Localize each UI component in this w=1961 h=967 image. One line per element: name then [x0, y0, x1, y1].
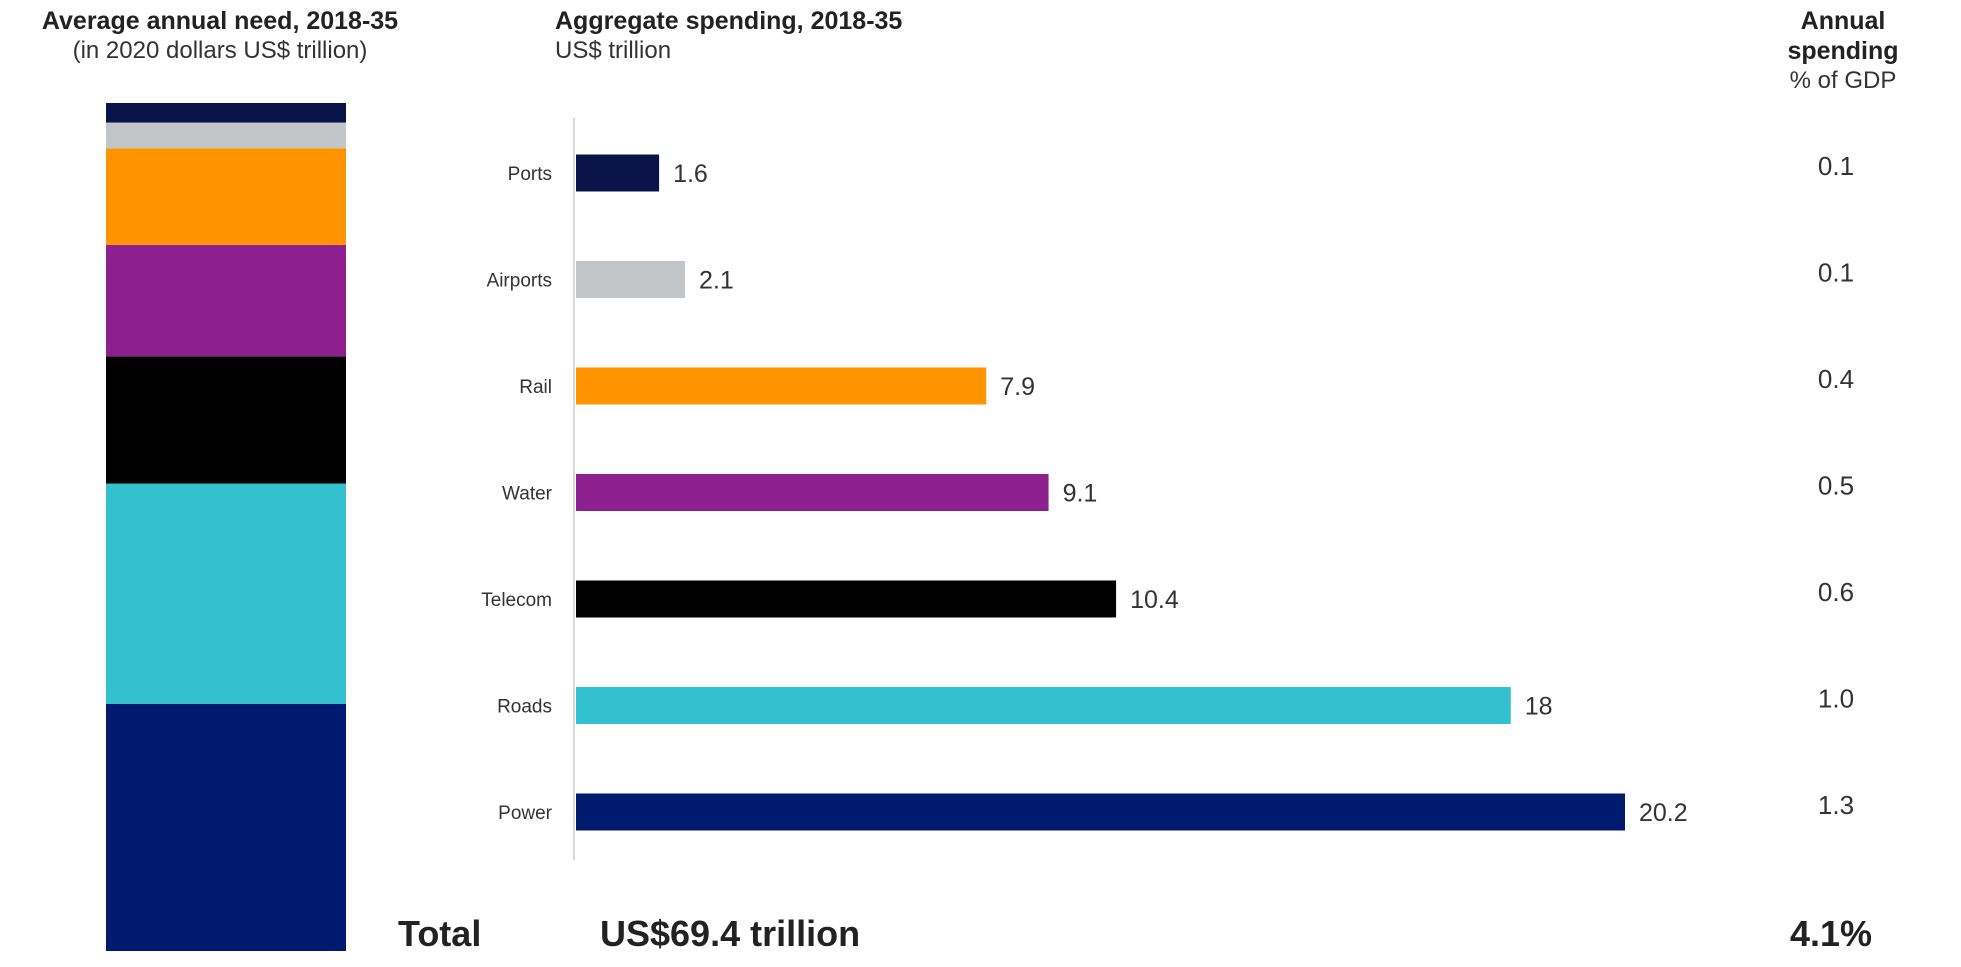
category-label-power: Power	[498, 803, 553, 824]
category-label-telecom: Telecom	[481, 590, 552, 611]
value-label-rail: 7.9	[1000, 373, 1035, 401]
value-label-power: 20.2	[1639, 799, 1688, 827]
gdp-pct-roads: 1.0	[1818, 684, 1854, 714]
stack-segment-roads	[106, 483, 346, 704]
value-label-roads: 18	[1525, 693, 1553, 721]
stacked-header: Average annual need, 2018-35 (in 2020 do…	[0, 6, 440, 66]
category-label-roads: Roads	[497, 697, 552, 718]
value-label-airports: 2.1	[699, 267, 734, 295]
total-amount: US$69.4 trillion	[600, 913, 861, 954]
gdp-header: Annual spending % of GDP	[1743, 6, 1943, 96]
stack-segment-rail	[106, 148, 346, 245]
bar-header: Aggregate spending, 2018-35 US$ trillion	[555, 6, 902, 66]
gdp-pct-airports: 0.1	[1818, 258, 1854, 288]
gdp-pct-labels: 0.1 0.1 0.4 0.5 0.6 1.0 1.3	[1818, 151, 1854, 820]
gdp-pct-rail: 0.4	[1818, 364, 1854, 394]
stack-segment-ports	[106, 103, 346, 123]
gdp-pct-ports: 0.1	[1818, 151, 1854, 181]
stack-segment-telecom	[106, 356, 346, 484]
value-label-water: 9.1	[1063, 480, 1098, 508]
value-label-ports: 1.6	[673, 160, 708, 188]
stacked-title: Average annual need, 2018-35	[41, 7, 399, 35]
gdp-pct-water: 0.5	[1818, 471, 1854, 501]
category-labels: Ports Airports Rail Water Telecom Roads Power	[481, 164, 552, 824]
bar-rail	[576, 367, 987, 405]
bar-airports	[576, 261, 686, 298]
total-pct: 4.1%	[1790, 913, 1873, 954]
bar-power	[576, 793, 1625, 831]
stacked-column	[106, 103, 346, 951]
category-label-water: Water	[502, 484, 553, 505]
bar-title: Aggregate spending, 2018-35	[555, 7, 903, 35]
gdp-pct-telecom: 0.6	[1818, 577, 1854, 607]
bar-water	[576, 474, 1049, 511]
gdp-pct-power: 1.3	[1818, 790, 1854, 820]
value-label-telecom: 10.4	[1130, 586, 1179, 614]
stack-segment-power	[106, 703, 346, 951]
gdp-subtitle: % of GDP	[1789, 67, 1897, 94]
bar-telecom	[576, 580, 1117, 618]
stack-segment-water	[106, 244, 346, 357]
bar-subtitle: US$ trillion	[555, 37, 672, 64]
category-label-rail: Rail	[519, 377, 552, 398]
stack-segment-airports	[106, 122, 346, 149]
category-label-ports: Ports	[508, 164, 552, 185]
value-labels: 1.6 2.1 7.9 9.1 10.4 18 20.2	[673, 160, 1688, 827]
total-label: Total	[398, 913, 482, 954]
stacked-subtitle: (in 2020 dollars US$ trillion)	[72, 37, 368, 64]
bar-ports	[576, 154, 660, 192]
bar-series	[576, 154, 1625, 831]
bar-roads	[576, 687, 1511, 724]
category-label-airports: Airports	[487, 271, 552, 292]
gdp-title: Annual spending	[1787, 7, 1899, 65]
